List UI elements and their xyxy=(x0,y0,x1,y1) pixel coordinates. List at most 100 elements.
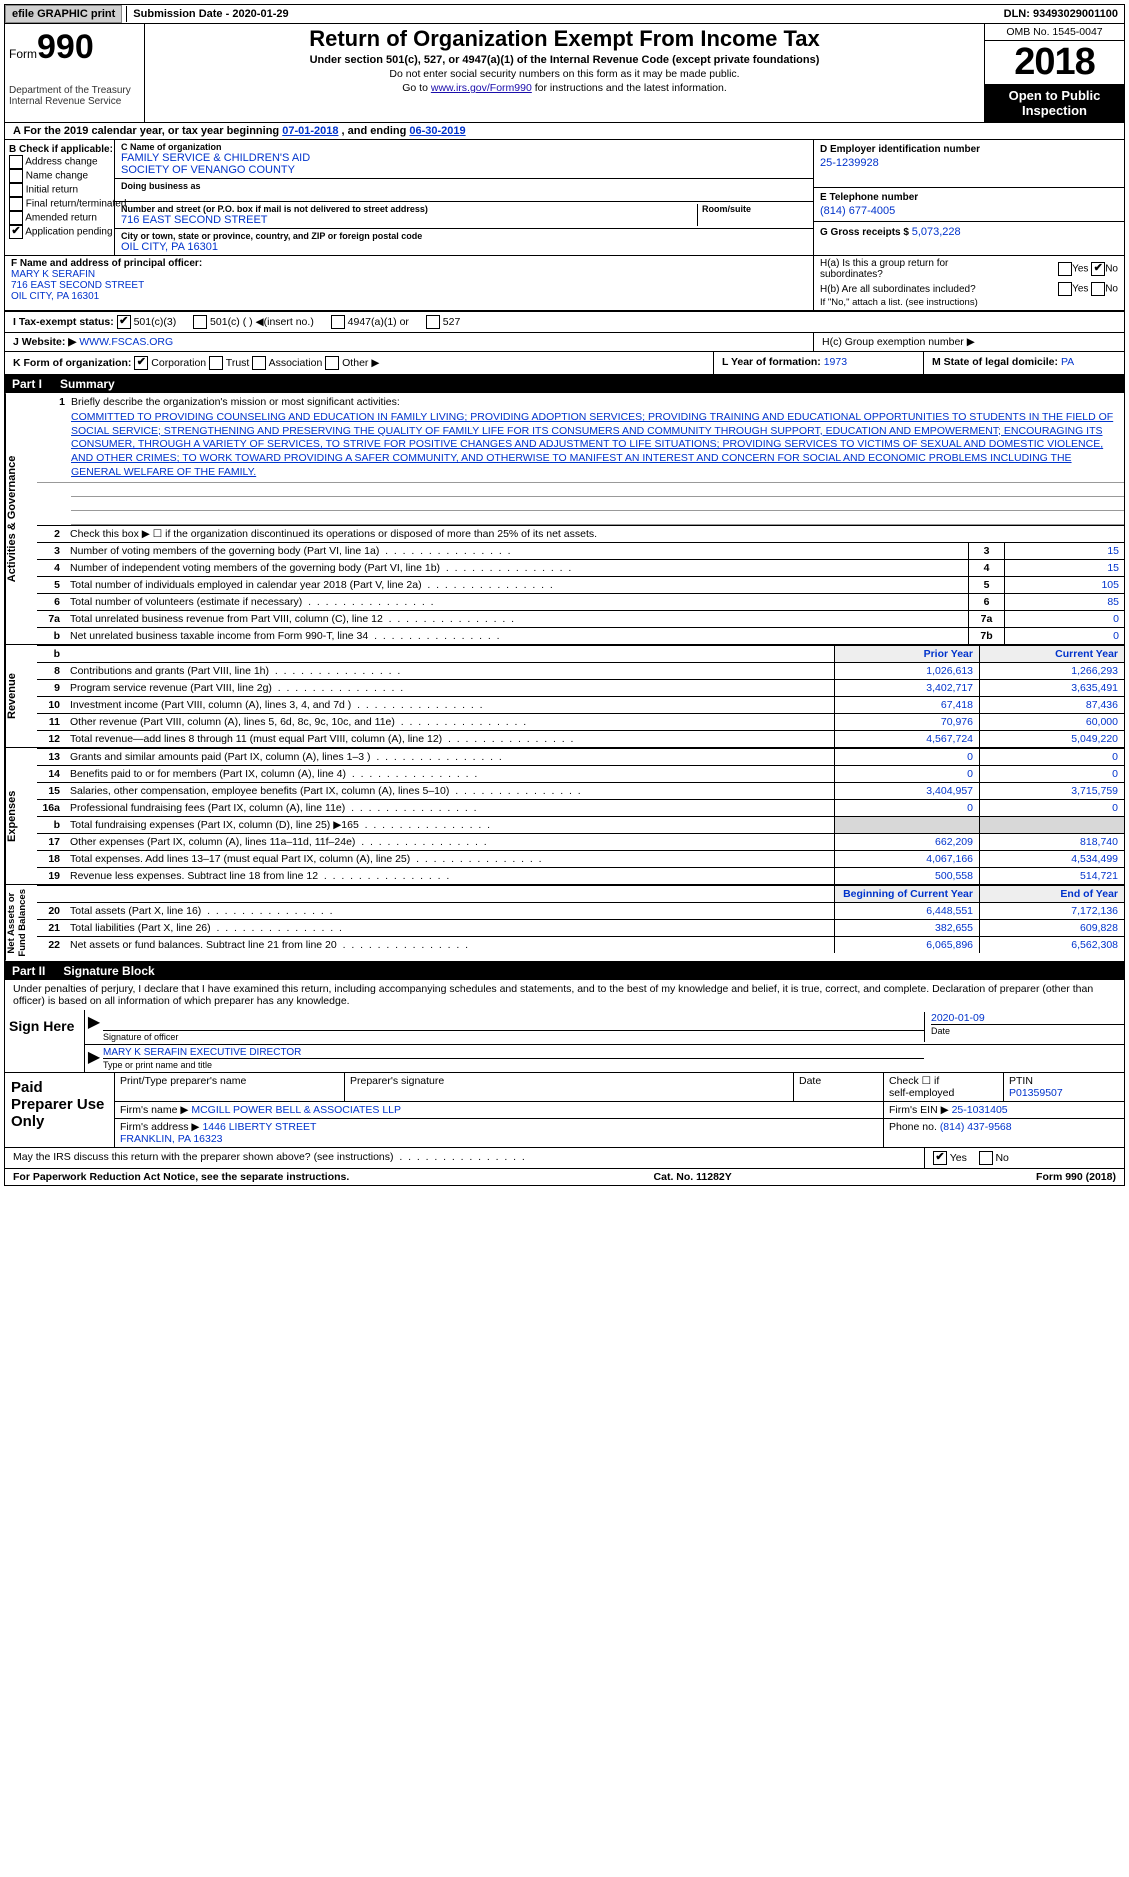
hb-yes: Yes xyxy=(1072,284,1088,295)
gross-label: G Gross receipts $ xyxy=(820,227,909,238)
mission-row: 1 Briefly describe the organization's mi… xyxy=(37,393,1124,408)
period-begin: 07-01-2018 xyxy=(282,125,338,137)
side-label-exp: Expenses xyxy=(5,748,37,884)
goto-post: for instructions and the latest informat… xyxy=(532,82,727,94)
table-row: 20Total assets (Part X, line 16)6,448,55… xyxy=(37,902,1124,919)
chk-corp[interactable] xyxy=(134,356,148,370)
opt-501c: 501(c) ( ) ◀(insert no.) xyxy=(210,316,314,328)
table-row: 21Total liabilities (Part X, line 26)382… xyxy=(37,919,1124,936)
chk-initial-return[interactable]: Initial return xyxy=(9,183,110,197)
m-label: M State of legal domicile: xyxy=(932,356,1058,368)
part1-header: Part I Summary xyxy=(4,375,1125,393)
ein-value: 25-1239928 xyxy=(820,157,1118,169)
chk-name-change[interactable]: Name change xyxy=(9,169,110,183)
part2-label: Part II xyxy=(12,964,45,978)
form-number: Form990 xyxy=(9,28,140,67)
footer-left: For Paperwork Reduction Act Notice, see … xyxy=(13,1171,349,1183)
firm-phone: (814) 437-9568 xyxy=(940,1121,1012,1133)
chk-4947[interactable] xyxy=(331,315,345,329)
boxes-fh: F Name and address of principal officer:… xyxy=(4,256,1125,312)
chk-app-pending[interactable]: Application pending xyxy=(9,225,110,239)
discuss-yes-check[interactable] xyxy=(933,1151,947,1165)
chk-assoc[interactable] xyxy=(252,356,266,370)
header-left: Form990 Department of the Treasury Inter… xyxy=(5,24,145,122)
addr-value: 716 EAST SECOND STREET xyxy=(121,214,697,226)
box-b: B Check if applicable: Address change Na… xyxy=(5,140,115,255)
chk-name-change-label: Name change xyxy=(26,171,88,182)
ein-label: D Employer identification number xyxy=(820,144,1118,155)
mission-text: COMMITTED TO PROVIDING COUNSELING AND ED… xyxy=(37,408,1124,483)
dln: DLN: 93493029001100 xyxy=(998,6,1124,22)
sign-here-label: Sign Here xyxy=(5,1010,85,1072)
table-row: 11Other revenue (Part VIII, column (A), … xyxy=(37,713,1124,730)
tax-year: 2018 xyxy=(985,41,1124,84)
footer-center: Cat. No. 11282Y xyxy=(654,1171,732,1183)
omb-number: OMB No. 1545-0047 xyxy=(985,24,1124,41)
bocy-header: Beginning of Current Year xyxy=(834,886,979,902)
table-row: 9Program service revenue (Part VIII, lin… xyxy=(37,679,1124,696)
boxes-jhc: J Website: ▶ WWW.FSCAS.ORG H(c) Group ex… xyxy=(4,333,1125,352)
officer-label: F Name and address of principal officer: xyxy=(11,258,807,269)
l-value: 1973 xyxy=(824,356,847,368)
irs-link[interactable]: www.irs.gov/Form990 xyxy=(431,82,532,94)
paid-preparer-label: Paid Preparer Use Only xyxy=(5,1073,115,1147)
self-employed-cell: Check ☐ if self-employed xyxy=(884,1073,1004,1101)
chk-501c3[interactable] xyxy=(117,315,131,329)
footer-right: Form 990 (2018) xyxy=(1036,1171,1116,1183)
table-row: 5Total number of individuals employed in… xyxy=(37,576,1124,593)
period-label-a: A For the 2019 calendar year, or tax yea… xyxy=(13,125,282,137)
officer-addr2: OIL CITY, PA 16301 xyxy=(11,291,807,302)
discuss-question: May the IRS discuss this return with the… xyxy=(13,1151,394,1163)
chk-app-pending-label: Application pending xyxy=(25,227,112,238)
table-row: 2Check this box ▶ ☐ if the organization … xyxy=(37,525,1124,542)
form-note-2: Go to www.irs.gov/Form990 for instructio… xyxy=(151,82,978,94)
chk-address-change[interactable]: Address change xyxy=(9,155,110,169)
addr-label: Number and street (or P.O. box if mail i… xyxy=(121,204,697,214)
signature-block: Under penalties of perjury, I declare th… xyxy=(4,980,1125,1073)
opt-other: Other ▶ xyxy=(342,357,379,369)
efile-print-button[interactable]: efile GRAPHIC print xyxy=(5,5,122,23)
prior-year-header: Prior Year xyxy=(834,646,979,662)
firm-name-label: Firm's name ▶ xyxy=(120,1104,188,1116)
table-row: 7aTotal unrelated business revenue from … xyxy=(37,610,1124,627)
discuss-no-check[interactable] xyxy=(979,1151,993,1165)
room-label: Room/suite xyxy=(702,204,807,214)
k-label: K Form of organization: xyxy=(13,357,131,369)
sig-date: 2020-01-09 xyxy=(931,1012,1124,1024)
side-label-na: Net Assets or Fund Balances xyxy=(5,885,37,961)
header-mid: Return of Organization Exempt From Incom… xyxy=(145,24,984,122)
part1-label: Part I xyxy=(12,377,42,391)
part2-title: Signature Block xyxy=(63,964,154,978)
side-label-rev: Revenue xyxy=(5,645,37,747)
table-row: 3Number of voting members of the governi… xyxy=(37,542,1124,559)
mission-label: Briefly describe the organization's miss… xyxy=(71,396,1118,408)
form-subtitle: Under section 501(c), 527, or 4947(a)(1)… xyxy=(151,54,978,66)
chk-other[interactable] xyxy=(325,356,339,370)
chk-final-return[interactable]: Final return/terminated xyxy=(9,197,110,211)
opt-501c3: 501(c)(3) xyxy=(134,316,177,328)
blank-line xyxy=(71,483,1124,497)
firm-addr-label: Firm's address ▶ xyxy=(120,1121,200,1133)
ha-yes: Yes xyxy=(1072,264,1088,275)
sig-date-label: Date xyxy=(931,1024,1124,1036)
table-row: 13Grants and similar amounts paid (Part … xyxy=(37,748,1124,765)
period-row: A For the 2019 calendar year, or tax yea… xyxy=(4,123,1125,140)
chk-initial-return-label: Initial return xyxy=(26,185,78,196)
boxes-bcd: B Check if applicable: Address change Na… xyxy=(4,140,1125,256)
ptin-value: P01359507 xyxy=(1009,1087,1119,1099)
chk-trust[interactable] xyxy=(209,356,223,370)
sig-of-officer-label: Signature of officer xyxy=(103,1030,924,1042)
chk-527[interactable] xyxy=(426,315,440,329)
sig-declaration: Under penalties of perjury, I declare th… xyxy=(5,980,1124,1010)
chk-501c[interactable] xyxy=(193,315,207,329)
prep-name-header: Print/Type preparer's name xyxy=(115,1073,345,1101)
officer-name: MARY K SERAFIN xyxy=(11,269,807,280)
website-label: J Website: ▶ xyxy=(13,336,76,348)
table-row: bNet unrelated business taxable income f… xyxy=(37,627,1124,644)
expenses-section: Expenses 13Grants and similar amounts pa… xyxy=(4,748,1125,885)
chk-amended-return[interactable]: Amended return xyxy=(9,211,110,225)
firm-ein-label: Firm's EIN ▶ xyxy=(889,1104,949,1116)
top-bar: efile GRAPHIC print Submission Date - 20… xyxy=(4,4,1125,24)
part1-title: Summary xyxy=(60,377,115,391)
chk-final-return-label: Final return/terminated xyxy=(26,199,127,210)
